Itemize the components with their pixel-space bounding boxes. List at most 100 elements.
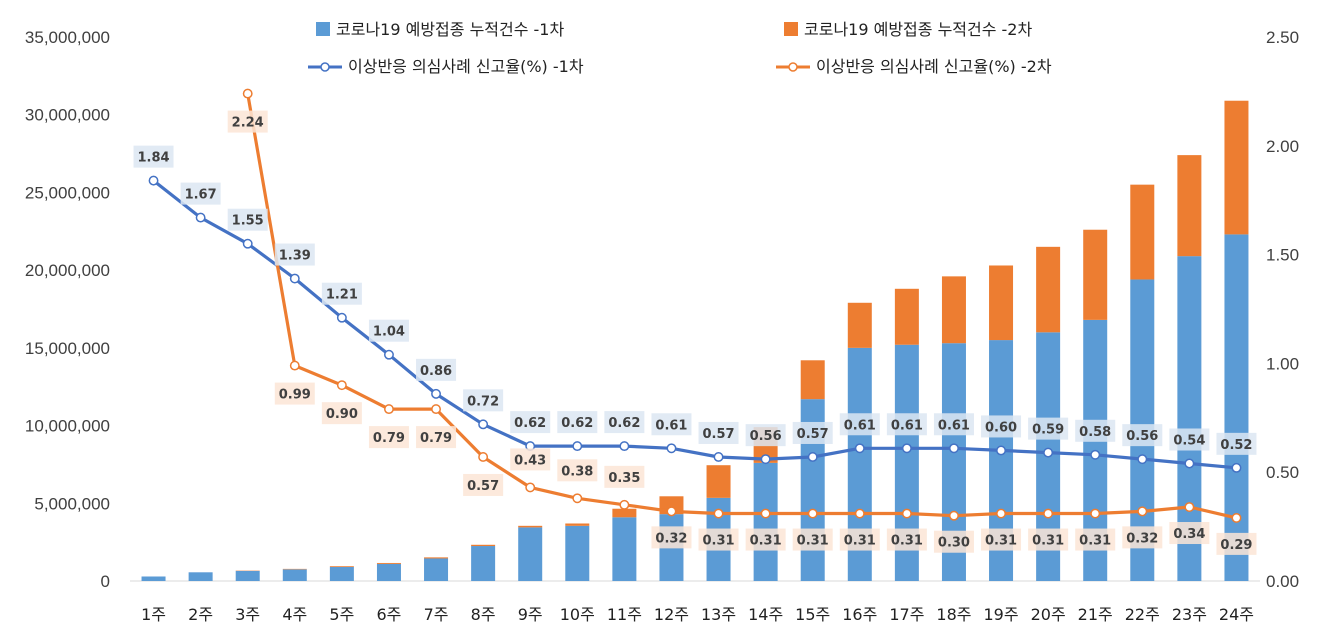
- lines-layer: [148, 88, 1242, 523]
- data-label-rate-dose2: 0.99: [279, 388, 311, 403]
- data-label-rate-dose1: 0.56: [1126, 429, 1158, 444]
- data-label-rate-dose2: 0.30: [938, 536, 970, 551]
- point-rate-dose2: [949, 510, 959, 521]
- bar-dose2: [1036, 246, 1061, 333]
- point-rate-dose1: [431, 388, 441, 399]
- bar-dose1: [424, 558, 449, 581]
- data-label-rate-dose1-bg: [1122, 424, 1163, 447]
- point-rate-dose1: [478, 419, 489, 430]
- data-label-rate-dose1: 0.61: [938, 418, 970, 433]
- point-rate-dose2: [807, 508, 818, 519]
- bar-dose2: [706, 465, 731, 498]
- data-label-rate-dose1-bg: [133, 145, 174, 168]
- data-label-rate-dose1-bg: [933, 413, 974, 436]
- point-rate-dose2: [478, 452, 489, 462]
- x-axis-tick-label: 20주: [1031, 605, 1066, 624]
- bar-dose1: [235, 570, 260, 581]
- data-label-rate-dose1-bg: [227, 208, 268, 231]
- x-axis-tick-label: 5주: [329, 605, 354, 624]
- data-label-rate-dose2-bg: [321, 402, 362, 425]
- x-axis-tick-label: 18주: [936, 605, 971, 624]
- x-axis-tick-label: 3주: [235, 605, 260, 624]
- right-axis-tick-label: 0.00: [1266, 572, 1299, 591]
- point-rate-dose1: [289, 273, 300, 284]
- data-label-rate-dose2: 0.31: [703, 534, 735, 549]
- bar-dose1: [188, 572, 213, 581]
- point-rate-dose1: [242, 238, 253, 249]
- data-label-rate-dose2: 0.90: [326, 407, 358, 422]
- right-axis: 0.00 0.50 1.00 1.50 2.00 2.50: [1266, 28, 1299, 591]
- data-label-rate-dose1-bg: [839, 413, 880, 436]
- data-label-rate-dose2: 0.43: [514, 453, 546, 468]
- data-label-rate-dose1-bg: [698, 421, 739, 444]
- right-axis-tick-label: 2.00: [1266, 137, 1299, 156]
- point-rate-dose1: [619, 441, 630, 452]
- point-rate-dose1: [901, 443, 912, 454]
- data-label-rate-dose1: 0.57: [703, 427, 735, 442]
- legend: 코로나19 예방접종 누적건수 -1차 코로나19 예방접종 누적건수 -2차이상…: [308, 20, 1052, 76]
- point-rate-dose2: [1137, 506, 1148, 517]
- data-label-rate-dose1-bg: [510, 411, 551, 434]
- x-axis-tick-label: 12주: [654, 605, 689, 624]
- data-label-rate-dose2: 0.31: [1032, 534, 1064, 549]
- data-label-rate-dose2-bg: [1169, 522, 1210, 545]
- data-label-rate-dose2: 0.57: [467, 479, 499, 494]
- x-axis: 1주 2주 3주 4주 5주 6주 7주 8주 9주 10주 11주 12주 13주 14주 15주 16주 1…: [130, 580, 1260, 624]
- data-label-rate-dose2-bg: [651, 526, 692, 549]
- data-label-rate-dose2: 0.31: [985, 534, 1017, 549]
- point-rate-dose2: [1231, 512, 1242, 523]
- x-axis-tick-label: 14주: [748, 605, 783, 624]
- bar-dose2: [894, 288, 919, 345]
- data-label-rate-dose2: 0.79: [420, 431, 452, 446]
- data-label-rate-dose2-bg: [510, 448, 551, 471]
- data-label-rate-dose2-bg: [274, 382, 315, 405]
- data-label-rate-dose1-bg: [1028, 417, 1069, 440]
- left-axis-tick-label: 15,000,000: [25, 339, 110, 358]
- legend-swatch-dose2-bar: [784, 22, 798, 36]
- bar-dose2: [989, 265, 1014, 341]
- left-axis-tick-label: 5,000,000: [34, 494, 110, 513]
- bar-dose2: [565, 523, 590, 526]
- point-rate-dose1: [572, 441, 583, 452]
- data-label-rate-dose2-bg: [933, 530, 974, 553]
- left-axis-tick-label: 35,000,000: [25, 28, 110, 47]
- point-rate-dose2: [854, 508, 865, 519]
- bar-dose2: [424, 557, 449, 559]
- data-label-rate-dose2: 0.31: [844, 534, 876, 549]
- x-axis-tick-label: 10주: [560, 605, 595, 624]
- x-axis-tick-label: 13주: [701, 605, 736, 624]
- bar-dose1: [612, 517, 637, 581]
- data-label-rate-dose2: 0.32: [655, 531, 687, 546]
- bar-dose2: [1083, 229, 1108, 320]
- bar-dose1: [282, 569, 307, 581]
- point-rate-dose1: [854, 443, 865, 454]
- bar-dose1: [565, 525, 590, 581]
- point-rate-dose1: [713, 452, 724, 462]
- point-rate-dose2: [1090, 508, 1101, 519]
- legend-swatch-dose1-bar: [316, 22, 330, 36]
- x-axis-tick-label: 2주: [188, 605, 213, 624]
- x-axis-tick-label: 1주: [141, 605, 166, 624]
- data-label-rate-dose1-bg: [1169, 428, 1210, 451]
- data-label-rate-dose2: 2.24: [232, 116, 264, 131]
- data-label-rate-dose1-bg: [321, 282, 362, 305]
- bar-dose2: [800, 360, 825, 400]
- right-axis-tick-label: 1.00: [1266, 354, 1299, 373]
- data-label-rate-dose1: 1.84: [138, 151, 170, 166]
- left-axis-tick-label: 0: [101, 572, 110, 591]
- data-label-rate-dose1: 1.39: [279, 249, 311, 264]
- data-label-rate-dose1: 0.61: [891, 418, 923, 433]
- point-rate-dose1: [1043, 447, 1054, 458]
- x-axis-tick-label: 17주: [889, 605, 924, 624]
- data-label-rate-dose1: 1.55: [232, 214, 264, 229]
- x-axis-tick-label: 22주: [1125, 605, 1160, 624]
- x-axis-tick-label: 24주: [1219, 605, 1254, 624]
- point-rate-dose1: [1090, 449, 1101, 460]
- point-rate-dose2: [242, 88, 253, 99]
- x-axis-tick-label: 7주: [424, 605, 449, 624]
- data-label-rate-dose1: 0.56: [750, 429, 782, 444]
- data-label-rate-dose1-bg: [981, 415, 1022, 438]
- left-axis-tick-label: 30,000,000: [25, 106, 110, 125]
- right-axis-tick-label: 1.50: [1266, 246, 1299, 265]
